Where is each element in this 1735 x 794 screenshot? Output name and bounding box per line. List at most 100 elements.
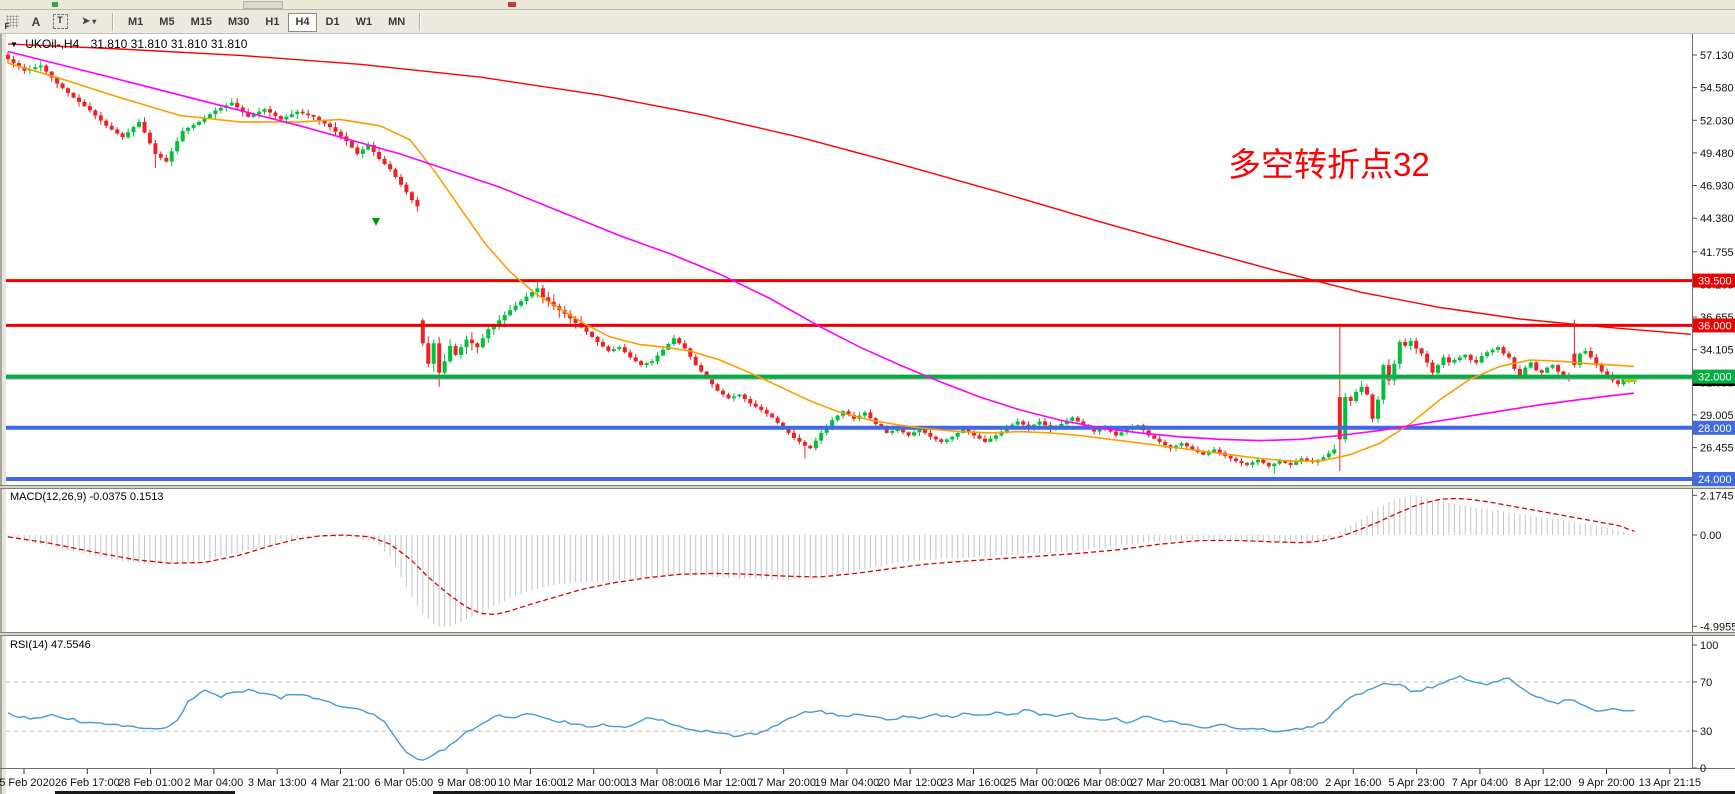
timeframe-button-m1[interactable]: M1 bbox=[128, 15, 144, 28]
price-tag-39.500: 39.500 bbox=[1693, 273, 1735, 288]
ohlc-values: 31.810 31.810 31.810 31.810 bbox=[90, 37, 248, 51]
time-tick-label: 6 Mar 05:00 bbox=[374, 777, 433, 789]
last-close-dash bbox=[1624, 379, 1636, 382]
time-tick-label: 1 Apr 08:00 bbox=[1262, 777, 1318, 789]
chart-title: ▼ UKOil-,H4 31.810 31.810 31.810 31.810 bbox=[10, 37, 247, 51]
timeframe-button-w1[interactable]: W1 bbox=[355, 15, 373, 28]
macd-tick-label: 2.1745 bbox=[1700, 490, 1734, 502]
ma-medium-magenta bbox=[7, 50, 1635, 442]
time-tick-label: 26 Mar 08:00 bbox=[1068, 777, 1133, 789]
price-tick-label: 54.580 bbox=[1700, 83, 1734, 95]
time-tick-label: 9 Mar 08:00 bbox=[438, 777, 497, 789]
grid-tool-button[interactable]: F bbox=[1, 12, 23, 31]
time-tick-label: 3 Mar 13:00 bbox=[248, 777, 307, 789]
text-box-icon: T bbox=[52, 14, 68, 29]
symbol-period-label: UKOil-,H4 bbox=[25, 37, 80, 51]
arrow-objects-tool-button[interactable]: ➤ ▾ bbox=[73, 12, 105, 31]
price-tick-label: 49.480 bbox=[1700, 148, 1734, 160]
rsi-line bbox=[7, 675, 1635, 761]
rsi-tick-label: 100 bbox=[1700, 640, 1718, 652]
symbol-dropdown-icon[interactable]: ▼ bbox=[10, 40, 18, 49]
macd-indicator-label: MACD(12,26,9) -0.0375 0.1513 bbox=[10, 491, 164, 503]
rsi-tick-label: 0 bbox=[1700, 763, 1706, 775]
price-tick-label: 34.105 bbox=[1700, 345, 1734, 357]
strip-fragment-box bbox=[243, 1, 283, 9]
macd-signal-line bbox=[7, 497, 1635, 616]
timeframe-button-h4[interactable]: H4 bbox=[288, 12, 317, 32]
horizontal-level-lines[interactable] bbox=[6, 279, 1692, 481]
time-tick-label: 19 Mar 04:00 bbox=[814, 777, 879, 789]
time-tick-label: 23 Mar 16:00 bbox=[941, 777, 1006, 789]
time-tick-label: 25 Mar 00:00 bbox=[1004, 777, 1069, 789]
time-tick-label: 20 Mar 12:00 bbox=[878, 777, 943, 789]
price-tick-label: 52.030 bbox=[1700, 115, 1734, 127]
macd-tick-label: 0.00 bbox=[1700, 530, 1721, 542]
macd-tick-label: -4.9955 bbox=[1700, 621, 1735, 633]
text-label-tool-button[interactable]: A bbox=[25, 12, 47, 31]
time-tick-label: 13 Apr 21:15 bbox=[1639, 777, 1701, 789]
svg-text:28.000: 28.000 bbox=[1698, 423, 1732, 435]
time-tick-label: 27 Mar 20:00 bbox=[1131, 777, 1196, 789]
toolbar-separator bbox=[112, 12, 114, 31]
price-tick-label: 44.380 bbox=[1700, 213, 1734, 225]
time-tick-label: 16 Mar 12:00 bbox=[688, 777, 753, 789]
time-tick-label: 13 Mar 08:00 bbox=[625, 777, 690, 789]
price-tick-label: 46.930 bbox=[1700, 181, 1734, 193]
time-tick-label: 12 Mar 00:00 bbox=[561, 777, 626, 789]
price-axis[interactable]: 57.130 54.580 52.030 49.480 46.930 44.380 41.7… bbox=[1692, 50, 1735, 487]
time-tick-label: 25 Feb 2020 bbox=[0, 777, 55, 789]
time-tick-label: 9 Apr 20:00 bbox=[1578, 777, 1634, 789]
svg-text:32.000: 32.000 bbox=[1698, 372, 1732, 384]
timeframe-button-d1[interactable]: D1 bbox=[325, 15, 340, 28]
macd-histogram bbox=[7, 495, 1635, 626]
timeframe-button-h1[interactable]: H1 bbox=[265, 15, 280, 28]
grid-icon-letter: F bbox=[4, 22, 10, 31]
moving-averages bbox=[7, 43, 1691, 462]
sell-arrow-marker[interactable] bbox=[372, 218, 380, 226]
ma-slow-red bbox=[7, 43, 1691, 336]
strip-fragment-red bbox=[508, 2, 516, 7]
time-tick-label: 7 Apr 04:00 bbox=[1452, 777, 1508, 789]
strip-fragment-green bbox=[52, 2, 58, 7]
macd-axis: 2.1745 0.00 -4.9955 bbox=[1692, 490, 1735, 633]
chevron-down-icon: ▾ bbox=[92, 17, 97, 26]
timeframe-button-mn[interactable]: MN bbox=[388, 15, 406, 28]
time-tick-label: 17 Mar 20:00 bbox=[751, 777, 816, 789]
time-tick-label: 26 Feb 17:00 bbox=[55, 777, 120, 789]
rsi-tick-label: 30 bbox=[1700, 726, 1712, 738]
price-tag-32.000: 32.000 bbox=[1693, 369, 1735, 384]
rsi-panel[interactable] bbox=[6, 636, 1692, 768]
chart-annotation-text[interactable]: 多空转折点32 bbox=[1228, 146, 1430, 183]
time-tick-label: 10 Mar 16:00 bbox=[498, 777, 563, 789]
price-tag-28.000: 28.000 bbox=[1693, 420, 1735, 435]
main-price-panel[interactable] bbox=[6, 33, 1692, 485]
time-tick-label: 31 Mar 00:00 bbox=[1194, 777, 1259, 789]
price-tick-label: 41.755 bbox=[1700, 247, 1734, 259]
time-tick-label: 8 Apr 12:00 bbox=[1515, 777, 1571, 789]
rsi-tick-label: 70 bbox=[1700, 677, 1712, 689]
arrow-objects-icon: ➤ bbox=[81, 16, 91, 27]
text-box-tool-button[interactable]: T bbox=[49, 12, 71, 31]
timeframe-button-m5[interactable]: M5 bbox=[159, 15, 175, 28]
time-tick-label: 4 Mar 21:00 bbox=[311, 777, 370, 789]
timeframe-button-m30[interactable]: M30 bbox=[227, 15, 250, 28]
time-tick-label: 28 Feb 01:00 bbox=[118, 777, 183, 789]
price-tick-label: 29.005 bbox=[1700, 410, 1734, 422]
time-tick-label: 5 Apr 23:00 bbox=[1388, 777, 1444, 789]
rsi-indicator-label: RSI(14) 47.5546 bbox=[10, 639, 91, 651]
price-tick-label: 26.455 bbox=[1700, 443, 1734, 455]
timeframe-button-m15[interactable]: M15 bbox=[190, 15, 212, 28]
clipped-upper-toolbar bbox=[0, 0, 1735, 10]
toolbar-separator bbox=[419, 12, 422, 31]
price-tag-36.000: 36.000 bbox=[1693, 318, 1735, 333]
ma-fast-orange bbox=[7, 62, 1635, 462]
price-tag-24.000: 24.000 bbox=[1693, 472, 1735, 486]
grid-icon: F bbox=[4, 15, 19, 31]
time-tick-label: 2 Apr 16:00 bbox=[1325, 777, 1381, 789]
timeframe-button-group: M1 M5 M15 M30 H1 H4 D1 W1 MN bbox=[120, 12, 413, 32]
svg-text:24.000: 24.000 bbox=[1698, 474, 1732, 486]
price-tick-label: 57.130 bbox=[1700, 50, 1734, 62]
